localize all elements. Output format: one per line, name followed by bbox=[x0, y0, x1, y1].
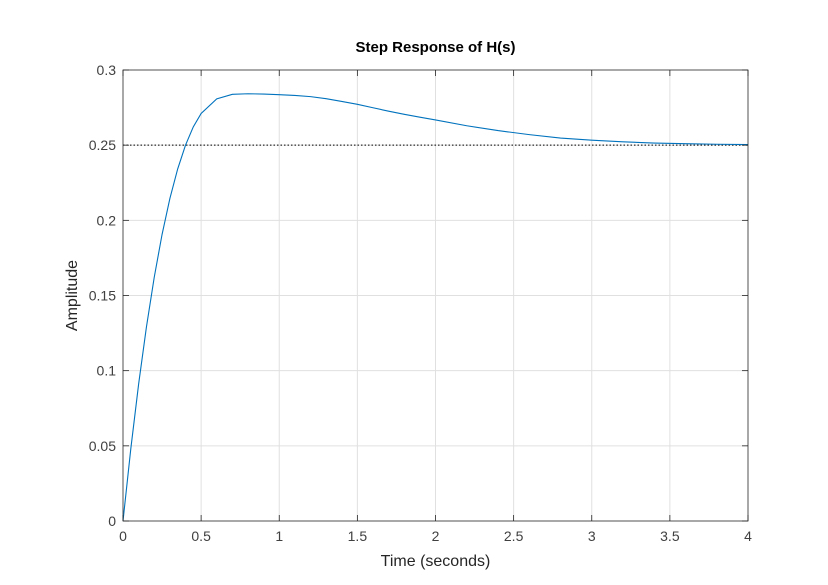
axis-ticks: 0 0.5 1 1.5 2 2.5 3 3.5 4 0 0.05 0.1 0.15 0.2 0.25 0.3 bbox=[89, 62, 752, 544]
x-tick-label: 2 bbox=[432, 528, 440, 544]
y-axis-label: Amplitude bbox=[64, 260, 81, 331]
y-tick-label: 0.25 bbox=[89, 137, 116, 153]
y-tick-label: 0.05 bbox=[89, 438, 116, 454]
y-tick-label: 0.1 bbox=[97, 363, 117, 379]
x-tick-label: 1.5 bbox=[348, 528, 368, 544]
x-tick-label: 0 bbox=[119, 528, 127, 544]
x-tick-label: 0.5 bbox=[191, 528, 211, 544]
x-tick-label: 4 bbox=[744, 528, 752, 544]
chart-title: Step Response of H(s) bbox=[355, 39, 515, 56]
y-tick-label: 0.15 bbox=[89, 288, 116, 304]
x-tick-label: 2.5 bbox=[504, 528, 524, 544]
y-tick-label: 0.2 bbox=[97, 212, 117, 228]
y-tick-label: 0.3 bbox=[97, 62, 117, 78]
x-tick-label: 3.5 bbox=[660, 528, 680, 544]
y-tick-label: 0 bbox=[108, 513, 116, 529]
grid bbox=[123, 70, 748, 521]
x-tick-label: 1 bbox=[275, 528, 283, 544]
series-line-step-response bbox=[122, 93, 749, 522]
x-axis-label: Time (seconds) bbox=[381, 553, 491, 570]
x-tick-label: 3 bbox=[588, 528, 596, 544]
